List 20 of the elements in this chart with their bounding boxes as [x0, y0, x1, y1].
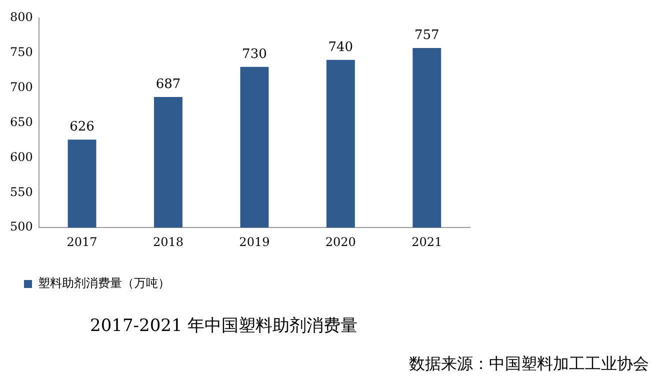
y-tick-label: 750: [10, 45, 33, 60]
x-tick-label: 2019: [239, 234, 270, 249]
y-tick-label: 800: [10, 10, 33, 24]
x-tick-label: 2020: [325, 234, 356, 249]
source-note: 数据来源：中国塑料加工工业协会: [409, 354, 649, 375]
y-tick-label: 650: [10, 114, 33, 129]
y-tick-label: 500: [10, 220, 33, 234]
y-tick-label: 600: [10, 150, 33, 164]
data-label: 626: [70, 119, 94, 134]
x-tick-label: 2018: [152, 234, 184, 249]
data-label: 687: [156, 76, 181, 92]
y-tick-label: 550: [10, 184, 33, 199]
y-tick-label: 700: [10, 80, 33, 94]
data-label: 740: [328, 40, 354, 55]
data-label: 730: [242, 46, 267, 62]
x-tick-label: 2017: [66, 234, 98, 249]
legend-label: 塑料助剂消费量（万吨）: [38, 276, 170, 290]
text: 2017-2021 年中国塑料助剂消费量: [90, 315, 358, 337]
x-tick-label: 2021: [412, 234, 442, 249]
data-label: 757: [414, 28, 440, 43]
